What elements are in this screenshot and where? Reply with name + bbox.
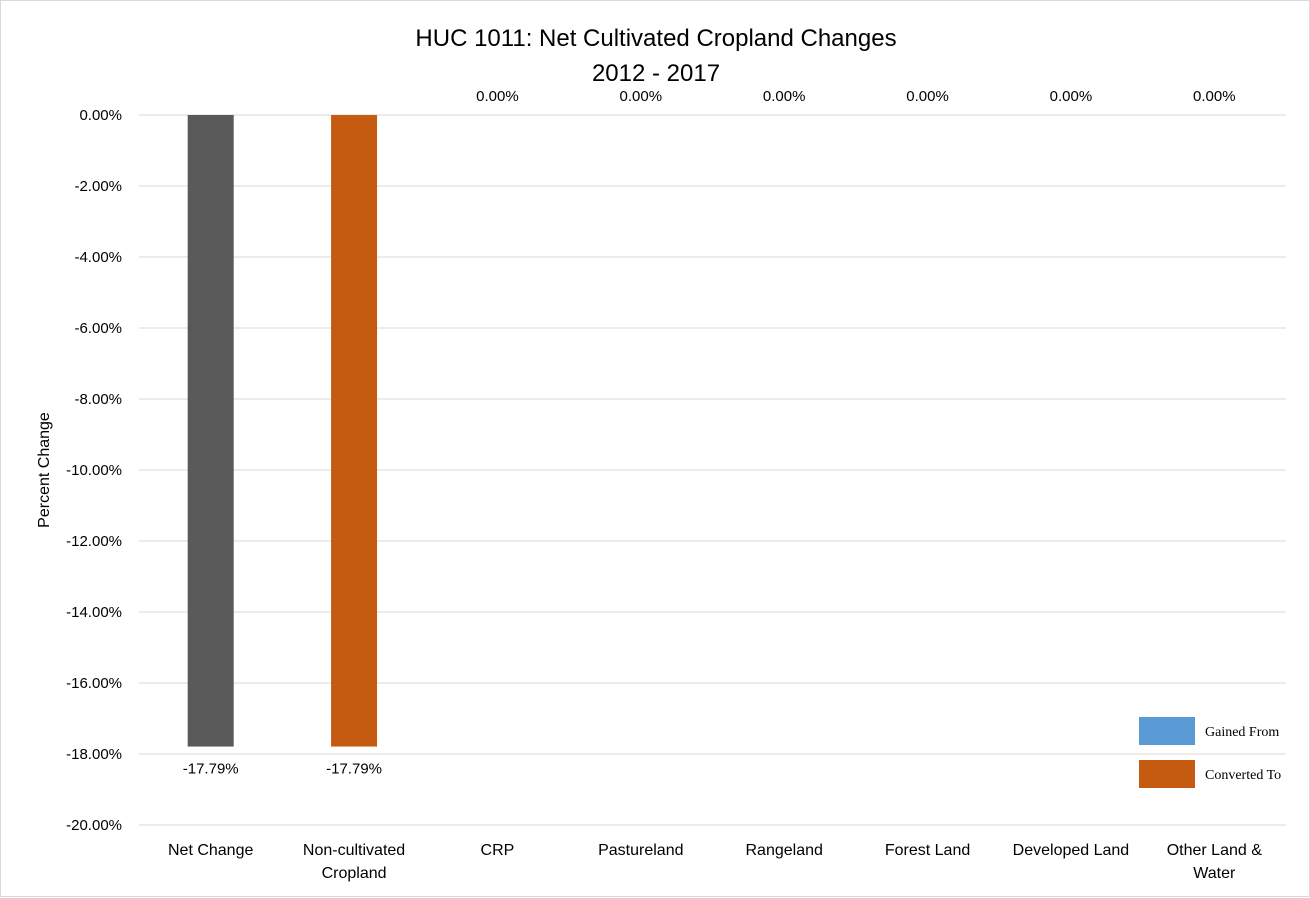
category-label-line: CRP <box>481 842 515 859</box>
bar <box>331 115 378 747</box>
chart-subtitle: 2012 - 2017 <box>592 60 720 87</box>
y-tick-labels: 0.00% -2.00% -4.00% -6.00% -8.00% -10.00% -12.… <box>66 107 122 834</box>
data-label: 0.00% <box>620 88 663 105</box>
y-tick-label: -10.00% <box>66 462 122 479</box>
category-label-line: Other Land & <box>1167 842 1263 859</box>
y-axis-label: Percent Change <box>36 412 53 528</box>
legend-swatch <box>1139 717 1195 745</box>
category-label-line: Pastureland <box>598 842 683 859</box>
data-label: 0.00% <box>906 88 949 105</box>
data-label: -17.79% <box>183 761 239 778</box>
data-labels: -17.79% -17.79% 0.00% 0.00% 0.00% 0.00% 0.00% 0… <box>183 88 1236 778</box>
y-tick-label: -8.00% <box>74 391 122 408</box>
category-label: Pastureland <box>598 842 683 859</box>
category-labels: Net Change Non-cultivated Cropland CRP Pastu… <box>168 842 1262 882</box>
category-label-line: Cropland <box>322 865 387 882</box>
y-tick-label: -6.00% <box>74 320 122 337</box>
legend-swatch <box>1139 760 1195 788</box>
gridlines <box>139 114 1286 826</box>
category-label-line: Net Change <box>168 842 253 859</box>
category-label-line: Forest Land <box>885 842 970 859</box>
data-label: 0.00% <box>1193 88 1236 105</box>
y-tick-label: -4.00% <box>74 249 122 266</box>
y-tick-label: 0.00% <box>79 107 122 124</box>
legend-label: Converted To <box>1205 768 1281 783</box>
data-label: 0.00% <box>1050 88 1093 105</box>
category-label: Other Land & Water <box>1167 842 1263 882</box>
y-tick-label: -14.00% <box>66 604 122 621</box>
data-label: 0.00% <box>763 88 806 105</box>
category-label: Forest Land <box>885 842 970 859</box>
y-tick-label: -12.00% <box>66 533 122 550</box>
data-label: -17.79% <box>326 761 382 778</box>
category-label-line: Developed Land <box>1013 842 1130 859</box>
category-label-line: Water <box>1193 865 1236 882</box>
y-tick-label: -16.00% <box>66 675 122 692</box>
category-label: Developed Land <box>1013 842 1130 859</box>
legend: Gained From Converted To <box>1139 717 1281 788</box>
y-tick-label: -20.00% <box>66 817 122 834</box>
category-label-line: Rangeland <box>745 842 822 859</box>
category-label: CRP <box>481 842 515 859</box>
category-label: Net Change <box>168 842 253 859</box>
y-tick-label: -18.00% <box>66 746 122 763</box>
category-label: Non-cultivated Cropland <box>303 842 405 882</box>
bars <box>187 115 378 747</box>
data-label: 0.00% <box>476 88 519 105</box>
category-label: Rangeland <box>745 842 822 859</box>
chart-title: HUC 1011: Net Cultivated Cropland Change… <box>415 25 896 52</box>
legend-label: Gained From <box>1205 725 1279 740</box>
bar <box>187 115 234 747</box>
category-label-line: Non-cultivated <box>303 842 405 859</box>
y-tick-label: -2.00% <box>74 178 122 195</box>
